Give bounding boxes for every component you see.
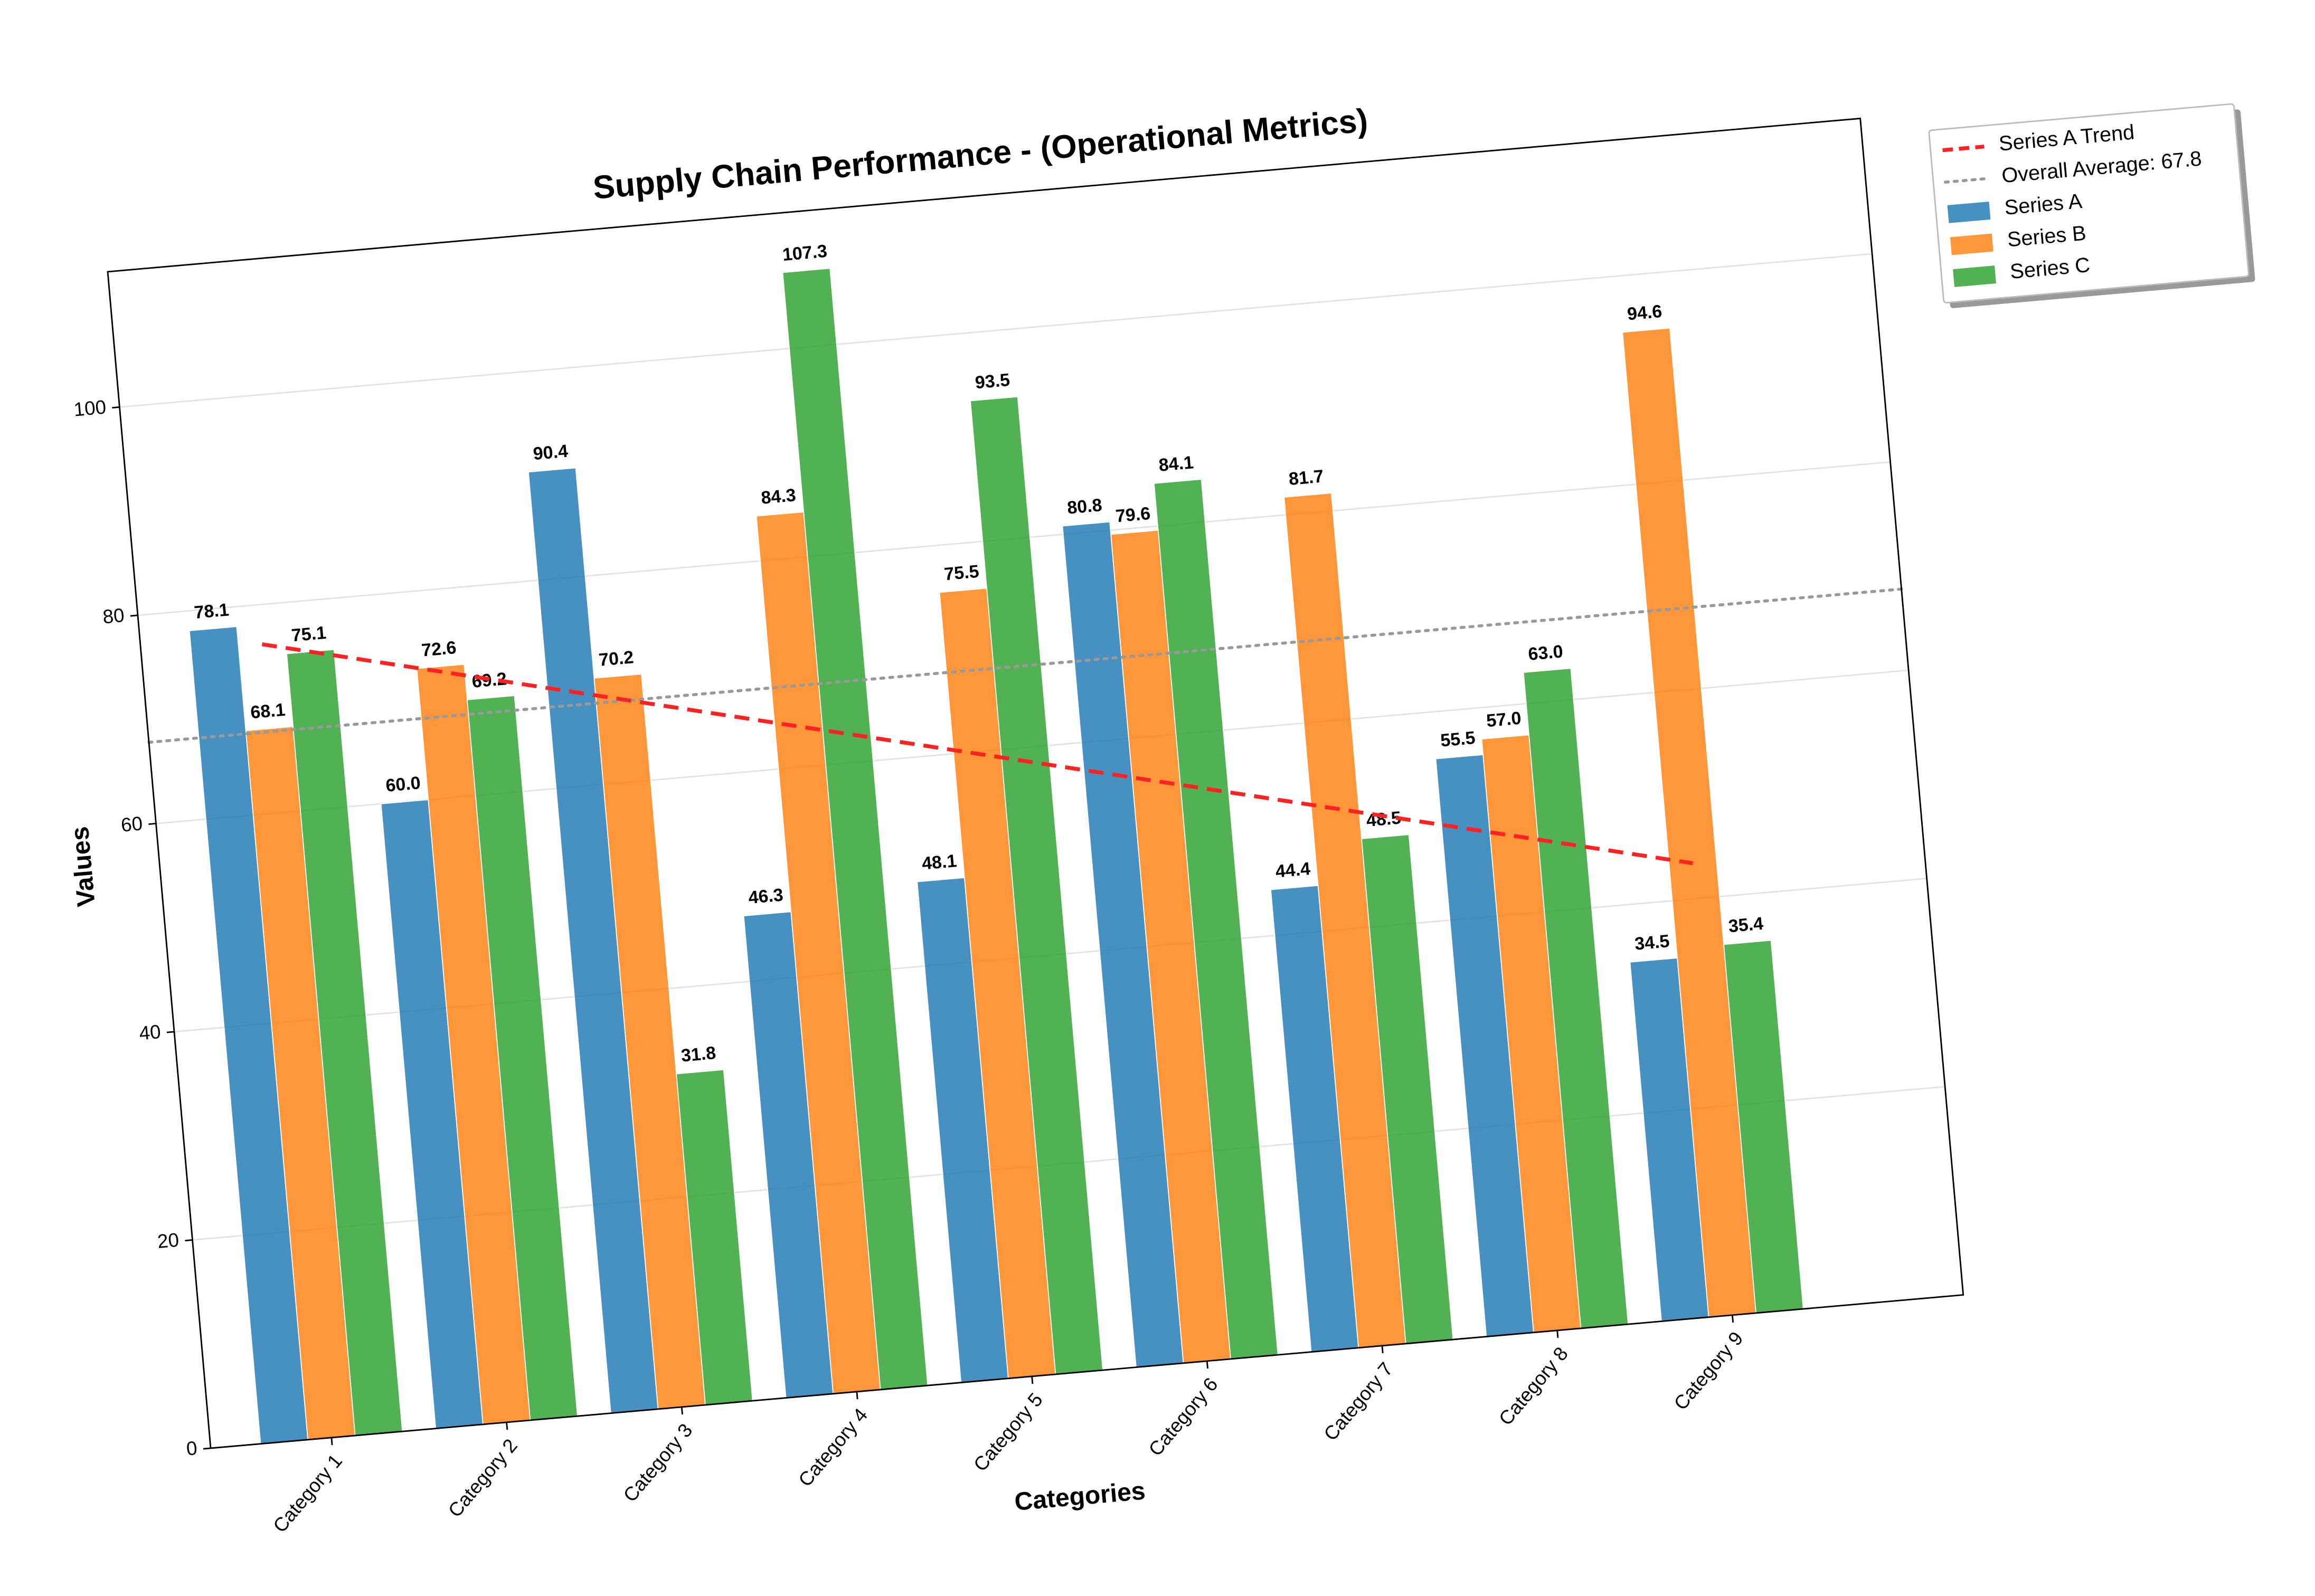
legend-swatch [1953,265,1997,287]
value-label: 93.5 [974,370,1010,393]
value-label: 75.1 [290,623,327,646]
value-label: 63.0 [1527,641,1564,664]
plot-frame: 0 20 40 60 80 100 78.1 60.0 90.4 46.3 48.1 80.8 44.4… [65,102,2255,1537]
value-label: 31.8 [680,1043,716,1066]
legend-box [1928,103,2250,303]
value-label: 48.1 [921,851,958,874]
value-label: 46.3 [748,885,784,908]
value-label: 44.4 [1274,859,1311,882]
value-label: 72.6 [421,638,457,661]
y-tick-label: 100 [73,396,107,420]
value-label: 79.6 [1114,504,1151,527]
y-tick-label: 40 [138,1021,162,1044]
legend-average-swatch [1943,177,1989,184]
value-label: 68.1 [250,700,286,723]
y-tick-label: 20 [156,1229,179,1252]
grid-line [119,253,1873,408]
value-label: 55.5 [1440,728,1476,751]
y-tick [148,822,156,825]
value-label: 75.5 [943,562,980,585]
value-label: 35.4 [1727,914,1764,937]
x-tick [1381,1345,1384,1354]
value-label: 34.5 [1634,931,1670,954]
value-label: 90.4 [532,441,569,464]
average-line [147,587,1903,744]
legend-trend-swatch [1942,145,1985,153]
legend-swatch [1947,202,1991,223]
x-tick [1031,1376,1034,1384]
value-label: 84.3 [760,485,797,508]
value-label: 84.1 [1158,452,1194,476]
trend-line [261,642,1694,866]
plot-border [107,117,1964,1449]
y-tick [130,614,138,617]
y-tick-label: 80 [102,604,125,628]
value-label: 57.0 [1486,708,1522,732]
y-tick-label: 60 [120,812,143,835]
value-label: 80.8 [1066,495,1103,518]
x-tick [1556,1330,1559,1338]
y-tick [203,1447,211,1450]
value-label: 94.6 [1627,301,1663,325]
x-tick [1731,1315,1734,1323]
value-label: 81.7 [1288,466,1325,489]
value-label: 107.3 [781,241,828,265]
legend-swatch [1950,233,1993,255]
value-label: 60.0 [385,773,421,796]
y-axis-label: Values [65,825,101,908]
value-label: 70.2 [598,647,635,670]
y-tick-label: 0 [185,1437,198,1460]
value-label: 78.1 [193,600,230,623]
